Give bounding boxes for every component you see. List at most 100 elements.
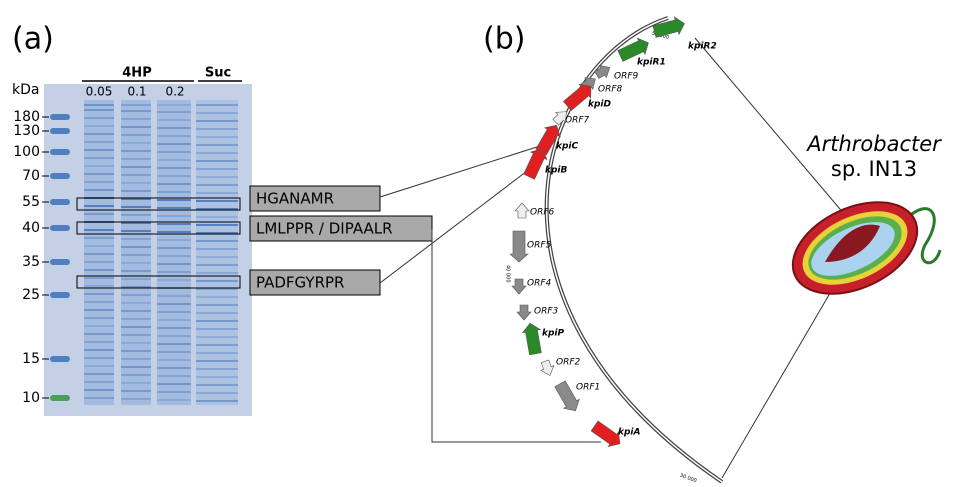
band — [84, 245, 114, 247]
band — [84, 381, 114, 383]
gene-arrow — [517, 305, 531, 320]
band — [84, 117, 114, 119]
band — [196, 336, 238, 338]
band — [121, 246, 151, 248]
band — [157, 359, 191, 361]
band — [121, 142, 151, 144]
band — [157, 159, 191, 161]
band — [196, 344, 238, 346]
band — [196, 120, 238, 122]
gene-arrow — [538, 359, 556, 378]
band — [84, 301, 114, 303]
marker-band — [50, 114, 70, 120]
band — [196, 280, 238, 282]
band — [121, 326, 151, 328]
band — [157, 127, 191, 129]
band — [121, 294, 151, 296]
marker-band — [50, 395, 70, 401]
band — [196, 216, 238, 218]
band — [157, 367, 191, 369]
marker-label: 25 — [22, 287, 40, 303]
marker-band — [50, 292, 70, 298]
gene-arrow — [515, 203, 529, 218]
marker-band — [50, 199, 70, 205]
gene-arrow — [512, 279, 526, 294]
band — [157, 343, 191, 345]
marker-band — [50, 225, 70, 231]
band — [196, 328, 238, 330]
band — [196, 272, 238, 274]
peptide-label: PADFGYRPR — [256, 274, 344, 292]
band — [157, 183, 191, 185]
band — [84, 229, 114, 231]
band — [157, 279, 191, 281]
band — [121, 174, 151, 176]
band — [157, 247, 191, 249]
gene-label: kpiB — [545, 166, 568, 176]
band — [84, 285, 114, 287]
band — [157, 231, 191, 233]
band — [121, 110, 151, 112]
band — [84, 373, 114, 375]
band — [121, 278, 151, 280]
band — [121, 262, 151, 264]
band — [196, 168, 238, 170]
band — [121, 302, 151, 304]
gene-label: ORF7 — [565, 116, 590, 126]
gene-label: ORF1 — [576, 383, 600, 393]
band — [196, 384, 238, 386]
peptide-label: LMLPPR / DIPAALR — [256, 220, 393, 238]
band — [121, 342, 151, 344]
band — [157, 191, 191, 193]
band — [157, 263, 191, 265]
band — [84, 389, 114, 391]
band — [121, 270, 151, 272]
band — [196, 112, 238, 114]
panel-label: (b) — [483, 22, 525, 57]
marker-label: 100 — [13, 144, 40, 160]
band — [196, 240, 238, 242]
organism-genus: Arthrobacter — [805, 132, 942, 156]
band — [121, 238, 151, 240]
band — [157, 111, 191, 113]
gene-arrow — [652, 15, 687, 40]
band — [157, 311, 191, 313]
gene-label: kpiP — [542, 329, 565, 339]
band — [84, 133, 114, 135]
marker-band — [50, 149, 70, 155]
gene-arrow — [510, 231, 528, 262]
conc-label: 0.05 — [86, 85, 113, 99]
unit-label: kDa — [12, 82, 39, 98]
scale-label: 40 000 — [505, 265, 511, 283]
band — [84, 365, 114, 367]
band — [121, 214, 151, 216]
band — [157, 223, 191, 225]
band — [121, 382, 151, 384]
gene-label: ORF9 — [614, 72, 639, 82]
band — [157, 351, 191, 353]
band — [157, 239, 191, 241]
bacterium — [778, 184, 940, 312]
plasmid-arc — [547, 18, 722, 482]
band — [196, 304, 238, 306]
band — [84, 253, 114, 255]
gene-label: ORF8 — [598, 85, 623, 95]
gene-label: kpiR2 — [688, 42, 717, 52]
band — [121, 374, 151, 376]
band — [84, 293, 114, 295]
band — [196, 200, 238, 202]
group-label: 4HP — [122, 66, 151, 81]
band — [121, 334, 151, 336]
gene-arrow — [593, 61, 613, 81]
band — [121, 158, 151, 160]
band — [196, 104, 238, 106]
band — [196, 184, 238, 186]
gene-label: ORF3 — [534, 307, 559, 317]
band — [157, 399, 191, 401]
band — [157, 391, 191, 393]
band — [157, 319, 191, 321]
band — [84, 213, 114, 215]
band — [157, 255, 191, 257]
marker-band — [50, 128, 70, 134]
band — [121, 104, 151, 106]
